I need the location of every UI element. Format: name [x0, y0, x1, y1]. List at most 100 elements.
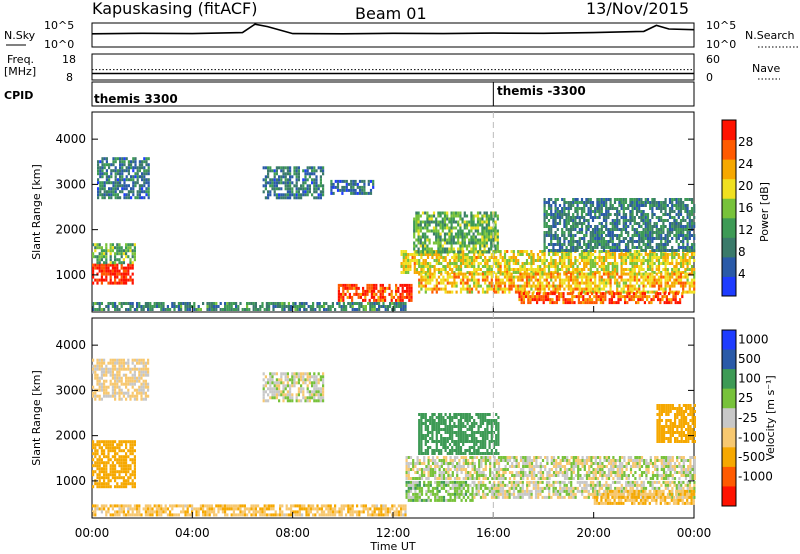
range-cell [576, 246, 579, 249]
range-cell [125, 178, 128, 182]
range-cell [191, 507, 194, 511]
range-cell [437, 220, 440, 224]
range-cell [435, 226, 438, 230]
range-cell [312, 308, 315, 311]
range-cell [457, 214, 460, 218]
range-cell [364, 298, 367, 302]
range-cell [443, 250, 447, 254]
range-cell [605, 207, 608, 210]
range-cell [439, 250, 442, 254]
range-cell [554, 234, 557, 237]
range-cell [437, 244, 440, 248]
range-cell [440, 272, 443, 276]
colorbar-swatch [722, 139, 736, 160]
range-cell [576, 207, 579, 210]
range-cell [657, 281, 661, 285]
range-cell [682, 225, 685, 228]
range-cell [439, 238, 442, 242]
range-cell [521, 262, 524, 265]
range-cell [490, 217, 493, 221]
range-cell [122, 367, 125, 371]
range-cell [499, 268, 502, 271]
range-cell [286, 169, 289, 173]
range-cell [583, 234, 586, 237]
range-cell [105, 470, 108, 474]
range-cell [573, 295, 576, 299]
range-cell [381, 289, 384, 293]
range-cell [403, 289, 406, 293]
range-cell [668, 249, 672, 252]
range-cell [120, 470, 123, 474]
range-cell [426, 278, 430, 282]
range-cell [464, 262, 467, 265]
range-cell [561, 231, 564, 234]
range-cell [269, 190, 272, 194]
range-cell [552, 216, 555, 219]
range-cell [127, 391, 130, 395]
range-cell [132, 169, 135, 173]
range-cell [92, 263, 95, 267]
range-cell [543, 225, 546, 228]
range-cell [127, 169, 130, 173]
range-cell [686, 272, 689, 276]
range-cell [451, 250, 454, 253]
range-cell [400, 302, 403, 305]
range-cell [284, 172, 287, 176]
range-cell [450, 214, 453, 218]
range-cell [118, 446, 121, 450]
range-cell [583, 256, 586, 259]
range-cell [686, 234, 689, 237]
range-cell [640, 219, 643, 222]
range-cell [435, 223, 438, 227]
range-cell [596, 198, 599, 201]
range-cell [554, 275, 557, 279]
range-cell [607, 210, 610, 213]
range-cell [671, 204, 674, 207]
range-cell [611, 204, 614, 207]
range-cell [289, 166, 292, 170]
range-cell [517, 259, 520, 262]
range-cell [105, 364, 108, 368]
range-cell [543, 284, 546, 288]
range-cell [624, 301, 627, 305]
range-cell [682, 265, 685, 268]
range-cell [408, 283, 411, 287]
range-cell [487, 223, 491, 227]
range-cell [563, 237, 566, 240]
range-cell [107, 302, 110, 305]
range-cell [264, 187, 267, 191]
range-cell [103, 172, 106, 176]
range-cell [481, 217, 484, 221]
range-cell [688, 262, 691, 265]
range-cell [475, 272, 478, 276]
range-cell [418, 281, 421, 285]
range-cell [616, 237, 619, 240]
range-cell [272, 308, 275, 311]
range-cell [455, 281, 458, 285]
range-cell [690, 278, 694, 282]
range-cell [585, 219, 588, 222]
range-cell [313, 181, 316, 185]
range-cell [417, 220, 420, 224]
range-cell [642, 281, 645, 285]
range-cell [572, 281, 575, 285]
range-cell [598, 256, 601, 259]
range-cell [267, 172, 270, 176]
range-cell [424, 259, 427, 262]
range-cell [616, 249, 619, 252]
range-cell [162, 507, 165, 511]
range-cell [111, 504, 114, 508]
range-cell [671, 268, 674, 271]
range-cell [569, 292, 572, 296]
range-cell [127, 504, 130, 508]
range-cell [437, 259, 441, 262]
range-cell [587, 207, 590, 210]
range-cell [484, 281, 487, 285]
range-cell [596, 287, 599, 291]
range-cell [432, 241, 436, 245]
range-cell [313, 184, 316, 188]
range-cell [111, 302, 114, 305]
range-cell [136, 166, 139, 170]
range-cell [110, 172, 113, 176]
range-cell [552, 262, 555, 265]
